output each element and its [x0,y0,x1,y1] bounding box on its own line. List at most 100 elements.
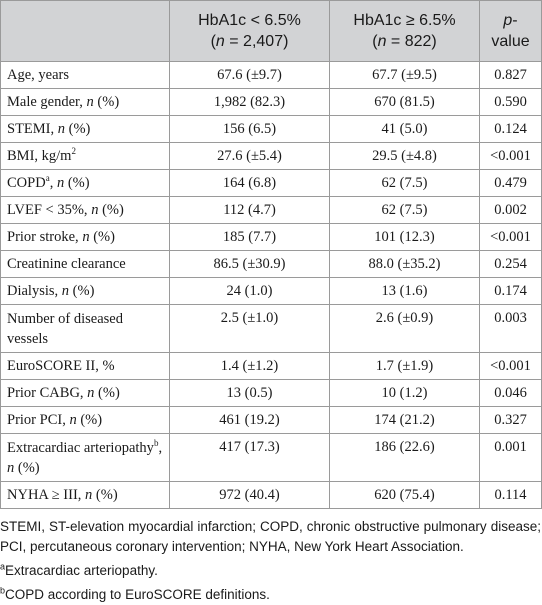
value-hba1c-low: 972 (40.4) [169,481,330,509]
row-label: Creatinine clearance [0,250,170,278]
row-label: Number of diseased vessels [0,304,170,353]
header-hba1c-low-label: HbA1c < 6.5% [198,12,301,29]
row-label-label-it: n [7,459,15,476]
row-label: Dialysis, n (%) [0,277,170,305]
row-label-label: Dialysis, [7,283,62,299]
header-hba1c-low-paren: ( [210,33,216,50]
table-row: Prior CABG, n (%) 13 (0.5) 10 (1.2) 0.046 [0,379,542,407]
footnote-b: bCOPD according to EuroSCORE definitions… [0,585,541,605]
header-hba1c-high: HbA1c ≥ 6.5% (n = 822) [329,0,480,62]
value-p: <0.001 [479,142,542,170]
value-hba1c-low: 417 (17.3) [169,433,330,482]
row-label-label-tail: (%) [14,459,40,476]
value-hba1c-low: 67.6 (±9.7) [169,61,330,89]
table-row: Extracardiac arteriopathyb, n (%) 417 (17… [0,433,542,482]
header-hba1c-high-paren: ( [372,33,378,50]
footnote-a-text: Extracardiac arteriopathy. [5,563,158,578]
row-label: Prior PCI, n (%) [0,406,170,434]
row-label-label-it: n [86,94,94,110]
header-hba1c-low-n: n [215,33,225,50]
value-hba1c-low: 2.5 (±1.0) [169,304,330,353]
header-hba1c-high-count: = 822) [386,33,437,50]
value-hba1c-low: 112 (4.7) [169,196,330,224]
table-row: Creatinine clearance 86.5 (±30.9) 88.0 (±3… [0,250,542,278]
row-label-label-mid: , [49,175,57,191]
row-label-label: Prior PCI, [7,412,70,428]
row-label-label-tail: (%) [76,412,103,428]
row-label-label-tail: (%) [69,283,95,299]
row-label: Age, years [0,61,170,89]
row-label-label: Male gender, [7,94,87,110]
footnote-a-mark: a [0,561,6,572]
value-hba1c-low: 185 (7.7) [169,223,330,251]
value-hba1c-low: 24 (1.0) [169,277,330,305]
row-label-label-tail: (%) [89,229,115,245]
value-p: 0.046 [479,379,542,407]
table-row: EuroSCORE II, % 1.4 (±1.2) 1.7 (±1.9) <0.00… [0,352,542,380]
value-p: 0.114 [479,481,542,509]
row-label-label-sup: a [45,173,50,184]
value-p: 0.327 [479,406,542,434]
row-label: BMI, kg/m2 [0,142,170,170]
value-p: 0.479 [479,169,542,197]
header-p-value: p- value [479,0,542,62]
table-row: Number of diseased vessels 2.5 (±1.0) 2.6 … [0,304,542,353]
value-hba1c-low: 164 (6.8) [169,169,330,197]
value-hba1c-high: 41 (5.0) [329,115,480,143]
row-label: COPDa, n (%) [0,169,170,197]
row-label: Male gender, n (%) [0,88,170,116]
abbreviations-note: STEMI, ST-elevation myocardial infarctio… [0,519,541,554]
header-hba1c-low-count: = 2,407) [224,33,289,50]
row-label-label-mid: , [158,439,163,456]
value-p: 0.174 [479,277,542,305]
footnote-a: aExtracardiac arteriopathy. [0,561,541,581]
value-hba1c-high: 67.7 (±9.5) [329,61,480,89]
row-label-label-it: n [69,412,77,428]
row-label: EuroSCORE II, % [0,352,170,380]
header-p-dash: - [512,12,518,29]
table-row: BMI, kg/m2 27.6 (±5.4) 29.5 (±4.8) <0.001 [0,142,542,170]
row-label-label: COPD [7,175,46,191]
row-label-label-it: n [57,121,65,137]
value-hba1c-low: 13 (0.5) [169,379,330,407]
row-label-label: Number of diseased vessels [7,310,123,347]
value-hba1c-high: 174 (21.2) [329,406,480,434]
value-hba1c-high: 62 (7.5) [329,169,480,197]
value-hba1c-low: 1.4 (±1.2) [169,352,330,380]
row-label-label-sup: 2 [71,146,76,157]
row-label-label-tail: (%) [94,385,120,401]
row-label-label-it: n [91,202,99,218]
row-label: Prior stroke, n (%) [0,223,170,251]
value-hba1c-low: 27.6 (±5.4) [169,142,330,170]
value-p: <0.001 [479,352,542,380]
row-label-label: Creatinine clearance [7,256,126,272]
value-hba1c-high: 101 (12.3) [329,223,480,251]
row-label-label: BMI, kg/m [7,148,72,164]
row-label: NYHA ≥ III, n (%) [0,481,170,509]
row-label-label-tail: (%) [92,487,118,503]
row-label-label: LVEF < 35%, [7,202,92,218]
row-label-label-tail: (%) [98,202,124,218]
header-p-letter: p [503,12,513,29]
row-label-label: EuroSCORE II, % [7,358,115,374]
row-label-label-it: n [56,175,65,191]
table-row: STEMI, n (%) 156 (6.5) 41 (5.0) 0.124 [0,115,542,143]
row-label-label: Extracardiac arteriopathy [7,439,154,456]
value-hba1c-high: 1.7 (±1.9) [329,352,480,380]
value-p: 0.003 [479,304,542,353]
value-hba1c-high: 88.0 (±35.2) [329,250,480,278]
table-row: Male gender, n (%) 1,982 (82.3) 670 (81.5)… [0,88,542,116]
value-hba1c-high: 10 (1.2) [329,379,480,407]
table-row: LVEF < 35%, n (%) 112 (4.7) 62 (7.5) 0.002 [0,196,542,224]
value-p: <0.001 [479,223,542,251]
row-label: Prior CABG, n (%) [0,379,170,407]
header-hba1c-low: HbA1c < 6.5% (n = 2,407) [169,0,330,62]
row-label-label-tail: (%) [64,175,90,191]
value-p: 0.001 [479,433,542,482]
table-notes: STEMI, ST-elevation myocardial infarctio… [0,509,542,605]
header-hba1c-high-label: HbA1c ≥ 6.5% [353,12,456,29]
value-p: 0.002 [479,196,542,224]
row-label: Extracardiac arteriopathyb, n (%) [0,433,170,482]
row-label: LVEF < 35%, n (%) [0,196,170,224]
header-p-value-word: value [491,33,530,50]
